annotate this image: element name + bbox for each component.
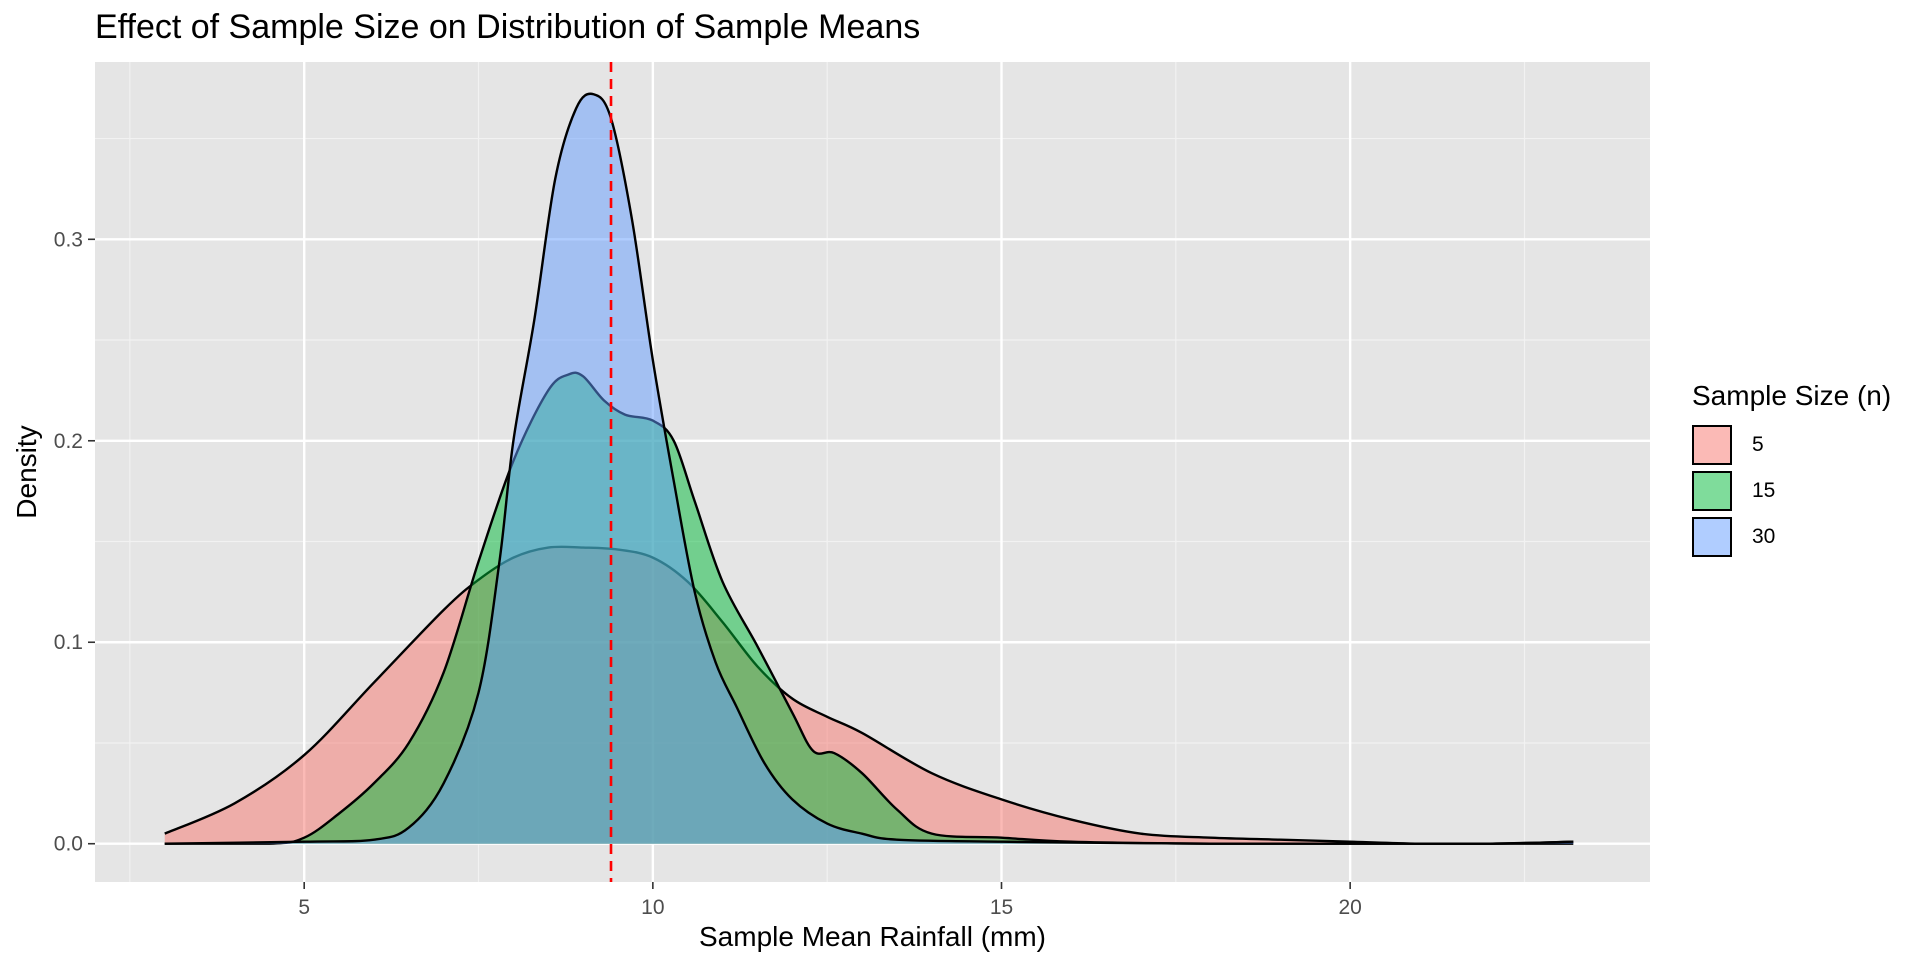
legend-label: 30	[1752, 525, 1776, 548]
x-tick-label: 5	[298, 896, 310, 919]
legend-items: 5 15 30	[1692, 422, 1891, 560]
density-areas	[164, 92, 1574, 845]
density-area-n30	[164, 93, 1574, 844]
x-tick-label: 15	[990, 896, 1013, 919]
legend: Sample Size (n) 5 15 30	[1692, 380, 1891, 560]
x-tick-label: 10	[641, 896, 664, 919]
legend-key-swatch	[1692, 517, 1732, 557]
y-tick-label: 0.2	[54, 430, 83, 453]
x-tick-label: 20	[1338, 896, 1361, 919]
legend-label: 15	[1752, 479, 1776, 502]
y-tick-label: 0.1	[54, 631, 83, 654]
y-tick-label: 0.0	[54, 833, 83, 856]
y-axis-label: Density	[11, 425, 42, 518]
legend-item-n30: 30	[1692, 514, 1891, 560]
y-tick-label: 0.3	[54, 228, 83, 251]
x-axis-label: Sample Mean Rainfall (mm)	[699, 921, 1046, 952]
legend-item-n15: 15	[1692, 468, 1891, 514]
chart-title: Effect of Sample Size on Distribution of…	[95, 8, 921, 46]
legend-key-swatch	[1692, 425, 1732, 465]
legend-title: Sample Size (n)	[1692, 380, 1892, 411]
axes: 5 10 15 20 0.0 0.1 0.2 0.3	[54, 228, 1362, 919]
legend-key-swatch	[1692, 471, 1732, 511]
density-curve-n30	[164, 92, 1574, 845]
legend-label: 5	[1752, 433, 1764, 456]
legend-item-n5: 5	[1692, 422, 1891, 468]
